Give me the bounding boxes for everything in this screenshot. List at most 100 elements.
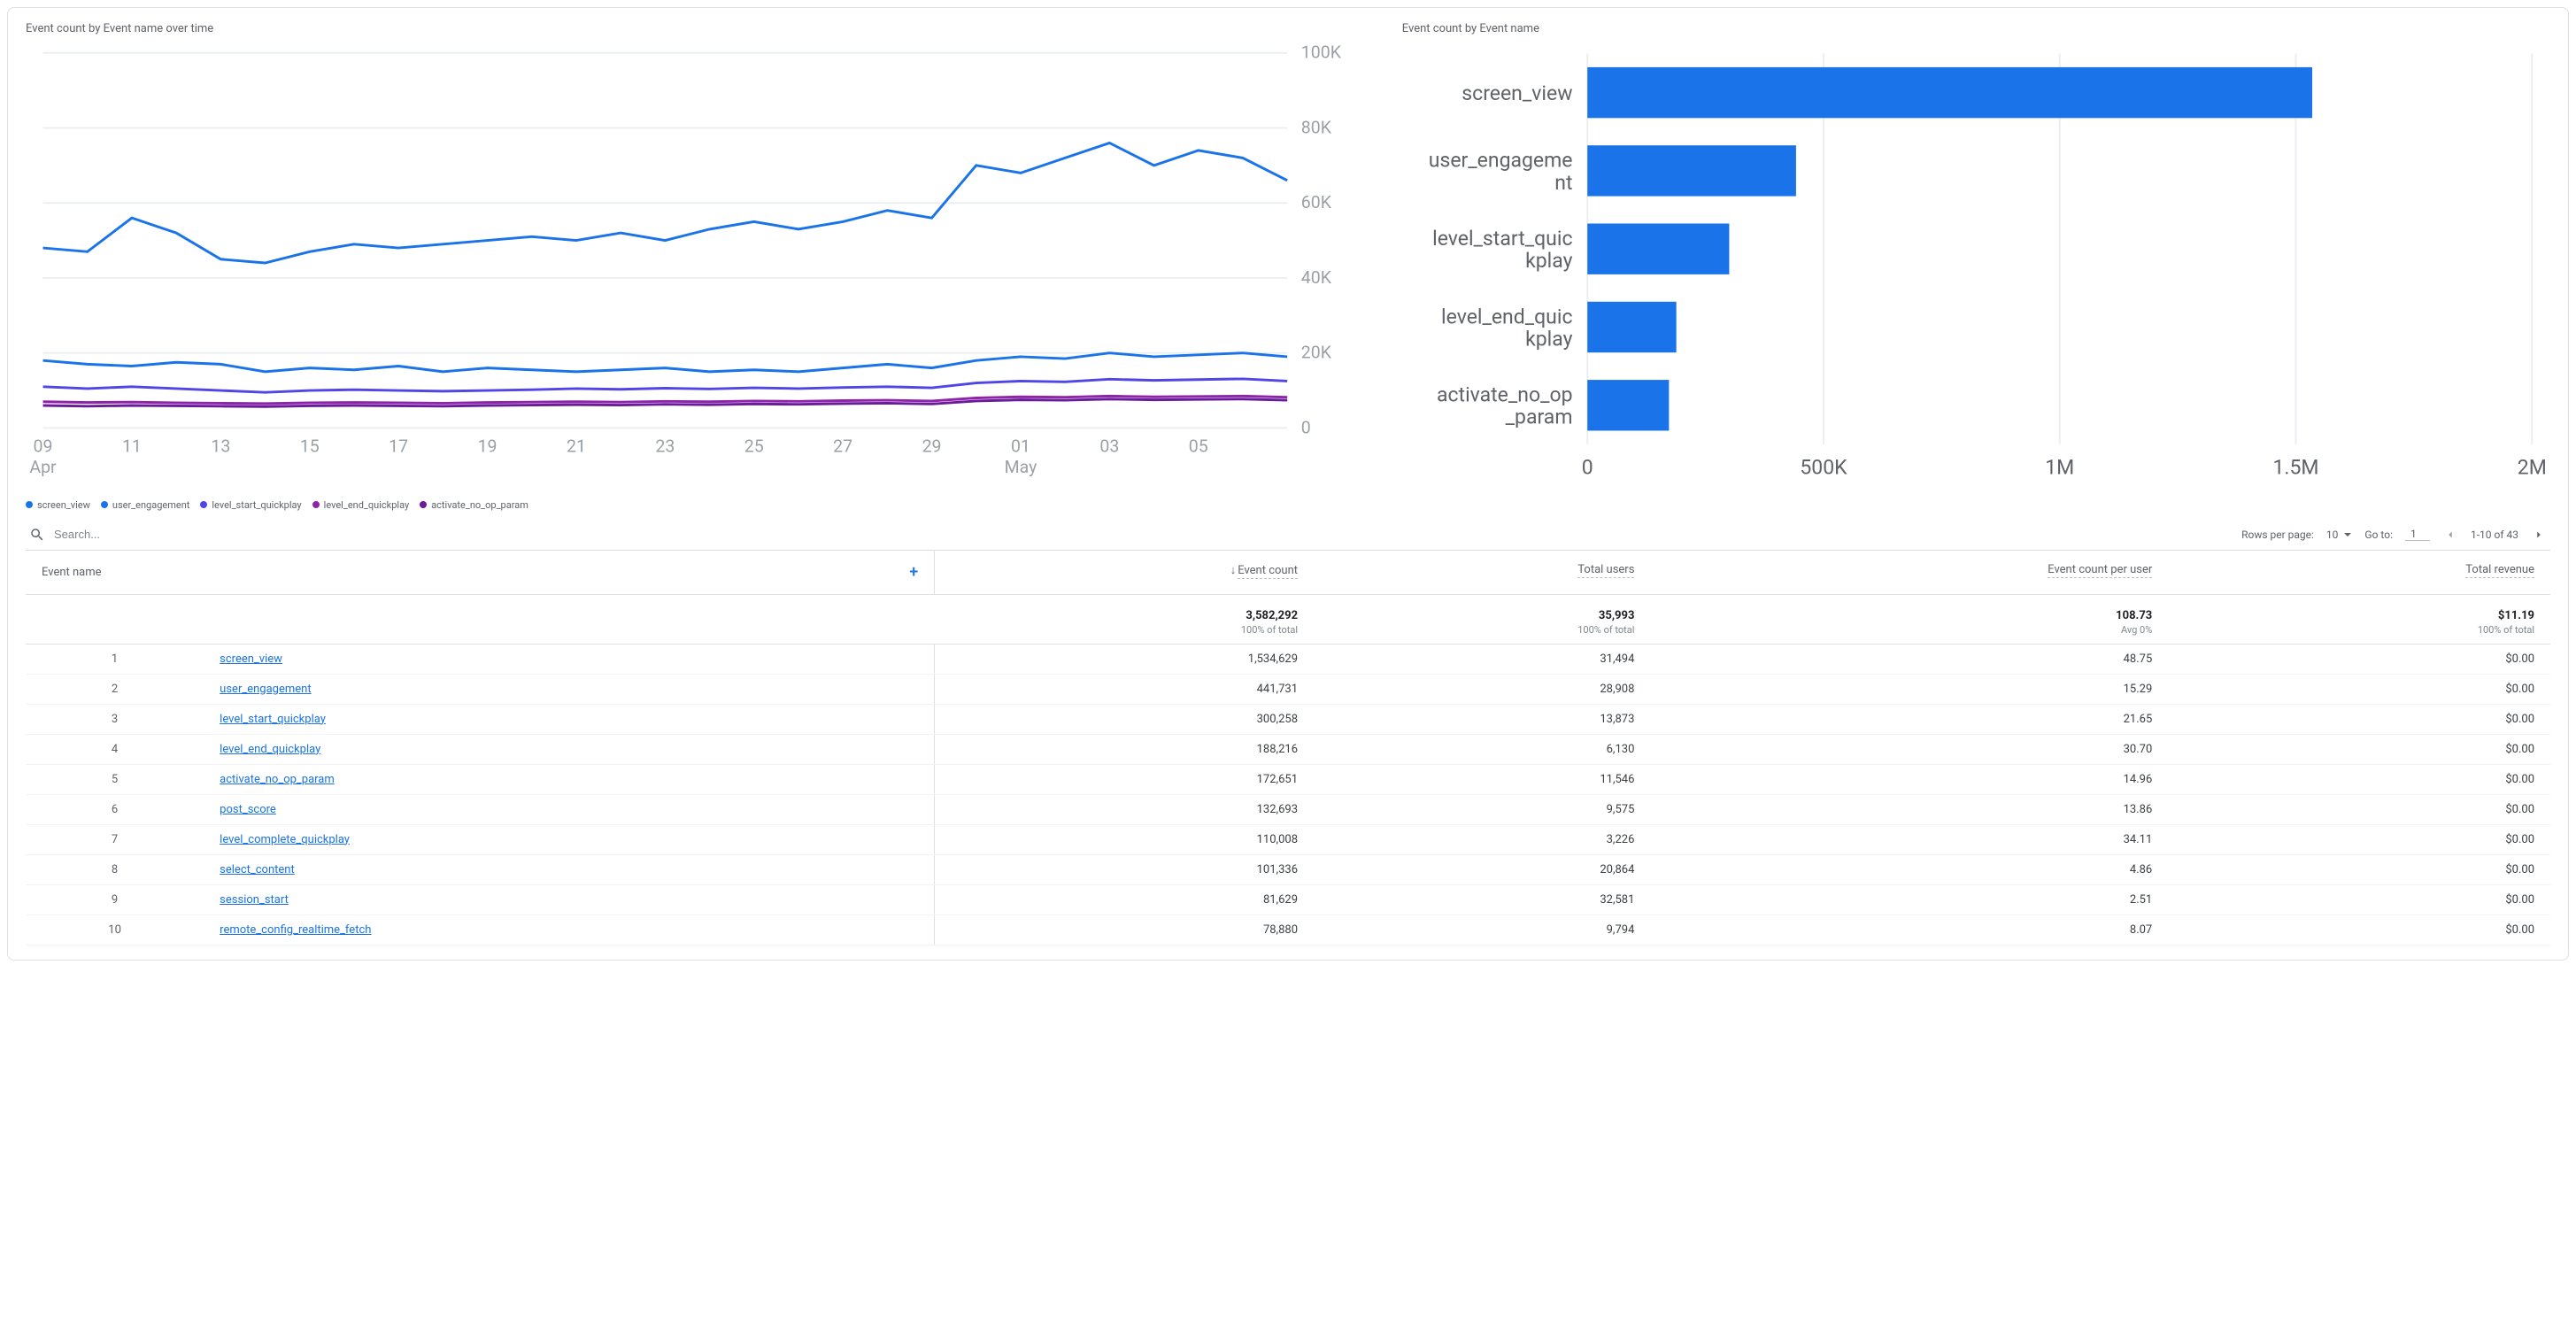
add-dimension-button[interactable]: +: [909, 563, 918, 582]
cell-users: 11,546: [1314, 764, 1650, 794]
column-header-revenue[interactable]: Total revenue: [2168, 551, 2550, 595]
cell-revenue: $0.00: [2168, 915, 2550, 945]
svg-text:03: 03: [1099, 436, 1119, 457]
legend-swatch: [26, 501, 33, 508]
svg-text:01: 01: [1011, 436, 1030, 457]
legend-label: level_end_quickplay: [324, 499, 410, 511]
cell-users: 31,494: [1314, 644, 1650, 674]
event-link[interactable]: level_complete_quickplay: [220, 833, 350, 846]
table-row: 4level_end_quickplay188,2166,13030.70$0.…: [26, 734, 2550, 764]
line-chart-panel: Event count by Event name over time 020K…: [26, 22, 1374, 511]
row-index: 2: [26, 674, 204, 704]
cell-users: 13,873: [1314, 704, 1650, 734]
cell-per-user: 48.75: [1650, 644, 2168, 674]
table-row: 10remote_config_realtime_fetch78,8809,79…: [26, 915, 2550, 945]
legend-swatch: [312, 501, 320, 508]
chevron-left-icon: [2444, 529, 2456, 541]
svg-text:60K: 60K: [1301, 192, 1332, 212]
cell-per-user: 2.51: [1650, 884, 2168, 915]
svg-text:29: 29: [922, 436, 942, 457]
svg-text:05: 05: [1189, 436, 1208, 457]
cell-count: 441,731: [935, 674, 1314, 704]
legend-label: screen_view: [37, 499, 90, 511]
goto-input[interactable]: 1: [2405, 528, 2430, 541]
event-link[interactable]: remote_config_realtime_fetch: [220, 923, 371, 937]
cell-revenue: $0.00: [2168, 674, 2550, 704]
event-link[interactable]: level_start_quickplay: [220, 713, 326, 726]
search-input[interactable]: [54, 528, 266, 541]
legend-label: activate_no_op_param: [431, 499, 528, 511]
row-index: 4: [26, 734, 204, 764]
svg-text:80K: 80K: [1301, 117, 1332, 137]
event-link[interactable]: select_content: [220, 863, 295, 876]
line-chart-legend: screen_view user_engagement level_start_qu…: [26, 499, 1374, 511]
svg-text:1.5M: 1.5M: [2272, 455, 2318, 479]
next-page-button[interactable]: [2531, 529, 2547, 541]
cell-count: 188,216: [935, 734, 1314, 764]
cell-revenue: $0.00: [2168, 824, 2550, 854]
cell-users: 32,581: [1314, 884, 1650, 915]
event-link[interactable]: session_start: [220, 893, 289, 907]
cell-revenue: $0.00: [2168, 854, 2550, 884]
svg-text:100K: 100K: [1301, 44, 1342, 63]
event-link[interactable]: post_score: [220, 803, 276, 816]
svg-text:screen_view: screen_view: [1462, 81, 1572, 105]
legend-swatch: [200, 501, 207, 508]
column-header-name[interactable]: Event name: [42, 566, 102, 579]
svg-text:level_end_quic: level_end_quic: [1441, 305, 1572, 328]
svg-text:kplay: kplay: [1525, 249, 1573, 273]
event-link[interactable]: screen_view: [220, 652, 282, 666]
legend-label: user_engagement: [112, 499, 190, 511]
chevron-down-icon: [2343, 530, 2352, 539]
legend-item[interactable]: level_start_quickplay: [200, 499, 301, 511]
page-range-text: 1-10 of 43: [2471, 529, 2518, 541]
bar-chart-title: Event count by Event name: [1402, 22, 2550, 35]
cell-users: 20,864: [1314, 854, 1650, 884]
svg-text:2M: 2M: [2518, 455, 2547, 479]
table-row: 1screen_view1,534,62931,49448.75$0.00: [26, 644, 2550, 674]
table-row: 8select_content101,33620,8644.86$0.00: [26, 854, 2550, 884]
svg-text:_param: _param: [1505, 405, 1572, 429]
row-index: 5: [26, 764, 204, 794]
legend-item[interactable]: user_engagement: [101, 499, 190, 511]
legend-item[interactable]: level_end_quickplay: [312, 499, 410, 511]
legend-item[interactable]: screen_view: [26, 499, 90, 511]
prev-page-button[interactable]: [2442, 529, 2458, 541]
cell-per-user: 8.07: [1650, 915, 2168, 945]
svg-text:13: 13: [211, 436, 230, 457]
cell-count: 132,693: [935, 794, 1314, 824]
totals-revenue: $11.19100% of total: [2168, 594, 2550, 644]
svg-text:1M: 1M: [2045, 455, 2074, 479]
rows-per-page-select[interactable]: 10: [2326, 529, 2353, 541]
svg-text:Apr: Apr: [29, 457, 57, 477]
goto-label: Go to:: [2364, 529, 2393, 541]
cell-per-user: 15.29: [1650, 674, 2168, 704]
svg-text:40K: 40K: [1301, 267, 1332, 288]
chevron-right-icon: [2533, 529, 2545, 541]
svg-text:0: 0: [1301, 417, 1311, 437]
svg-text:activate_no_op: activate_no_op: [1437, 383, 1572, 407]
event-link[interactable]: activate_no_op_param: [220, 773, 335, 786]
table-row: 6post_score132,6939,57513.86$0.00: [26, 794, 2550, 824]
cell-revenue: $0.00: [2168, 644, 2550, 674]
totals-per-user: 108.73Avg 0%: [1650, 594, 2168, 644]
legend-item[interactable]: activate_no_op_param: [420, 499, 528, 511]
column-header-count[interactable]: ↓Event count: [935, 551, 1314, 595]
search-icon: [29, 527, 45, 543]
cell-count: 1,534,629: [935, 644, 1314, 674]
cell-revenue: $0.00: [2168, 884, 2550, 915]
cell-count: 101,336: [935, 854, 1314, 884]
legend-swatch: [101, 501, 108, 508]
event-link[interactable]: level_end_quickplay: [220, 743, 320, 756]
svg-text:17: 17: [389, 436, 408, 457]
svg-text:09: 09: [34, 436, 53, 457]
row-index: 3: [26, 704, 204, 734]
events-table: Event name + ↓Event count Total users Ev…: [26, 551, 2550, 946]
cell-users: 6,130: [1314, 734, 1650, 764]
table-row: 7level_complete_quickplay110,0083,22634.…: [26, 824, 2550, 854]
column-header-users[interactable]: Total users: [1314, 551, 1650, 595]
table-row: 3level_start_quickplay300,25813,87321.65…: [26, 704, 2550, 734]
event-link[interactable]: user_engagement: [220, 683, 311, 696]
table-row: 9session_start81,62932,5812.51$0.00: [26, 884, 2550, 915]
column-header-per-user[interactable]: Event count per user: [1650, 551, 2168, 595]
